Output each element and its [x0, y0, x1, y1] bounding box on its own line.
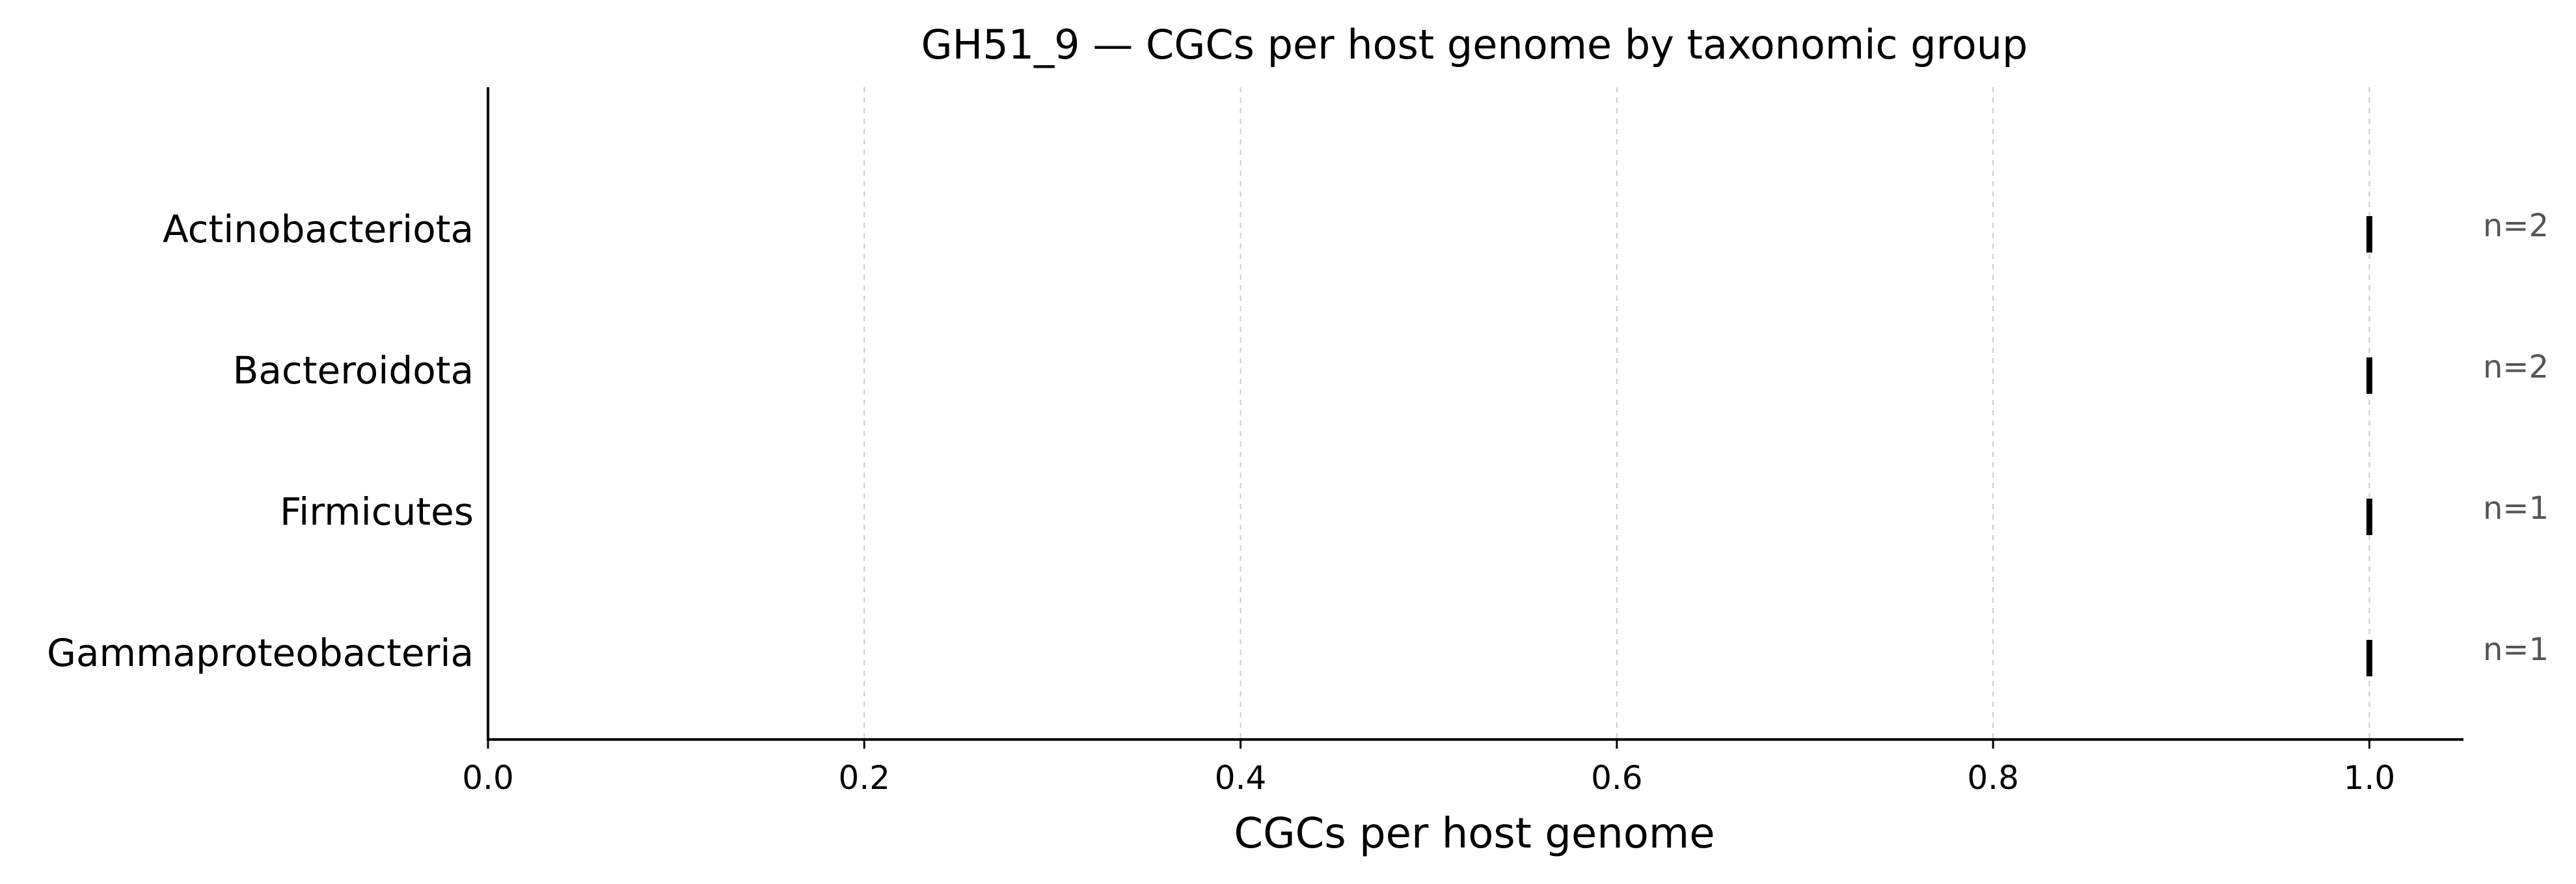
category-label-layer: Actinobacteriota Bacteroidota Firmicutes Ga… [47, 207, 474, 675]
category-label: Firmicutes [280, 490, 474, 534]
category-label: Bacteroidota [233, 348, 474, 393]
count-label: n=1 [2483, 631, 2549, 668]
x-tick-label: 0.0 [462, 759, 514, 797]
count-label-layer: n=2 n=2 n=1 n=1 [2483, 208, 2549, 668]
count-label: n=2 [2483, 208, 2549, 244]
x-axis-label: CGCs per host genome [1234, 810, 1715, 858]
x-tick-layer: 0.0 0.2 0.4 0.6 0.8 1.0 [462, 739, 2395, 797]
x-tick-label: 1.0 [2344, 759, 2396, 797]
x-tick-label: 0.2 [839, 759, 891, 797]
category-label: Gammaproteobacteria [47, 631, 474, 675]
x-tick-label: 0.4 [1215, 759, 1267, 797]
x-tick-label: 0.8 [1967, 759, 2019, 797]
x-tick-label: 0.6 [1591, 759, 1643, 797]
chart-title: GH51_9 — CGCs per host genome by taxonom… [921, 21, 2028, 68]
count-label: n=1 [2483, 490, 2549, 527]
grid-layer [863, 87, 2370, 739]
category-label: Actinobacteriota [163, 207, 474, 251]
count-label: n=2 [2483, 349, 2549, 385]
